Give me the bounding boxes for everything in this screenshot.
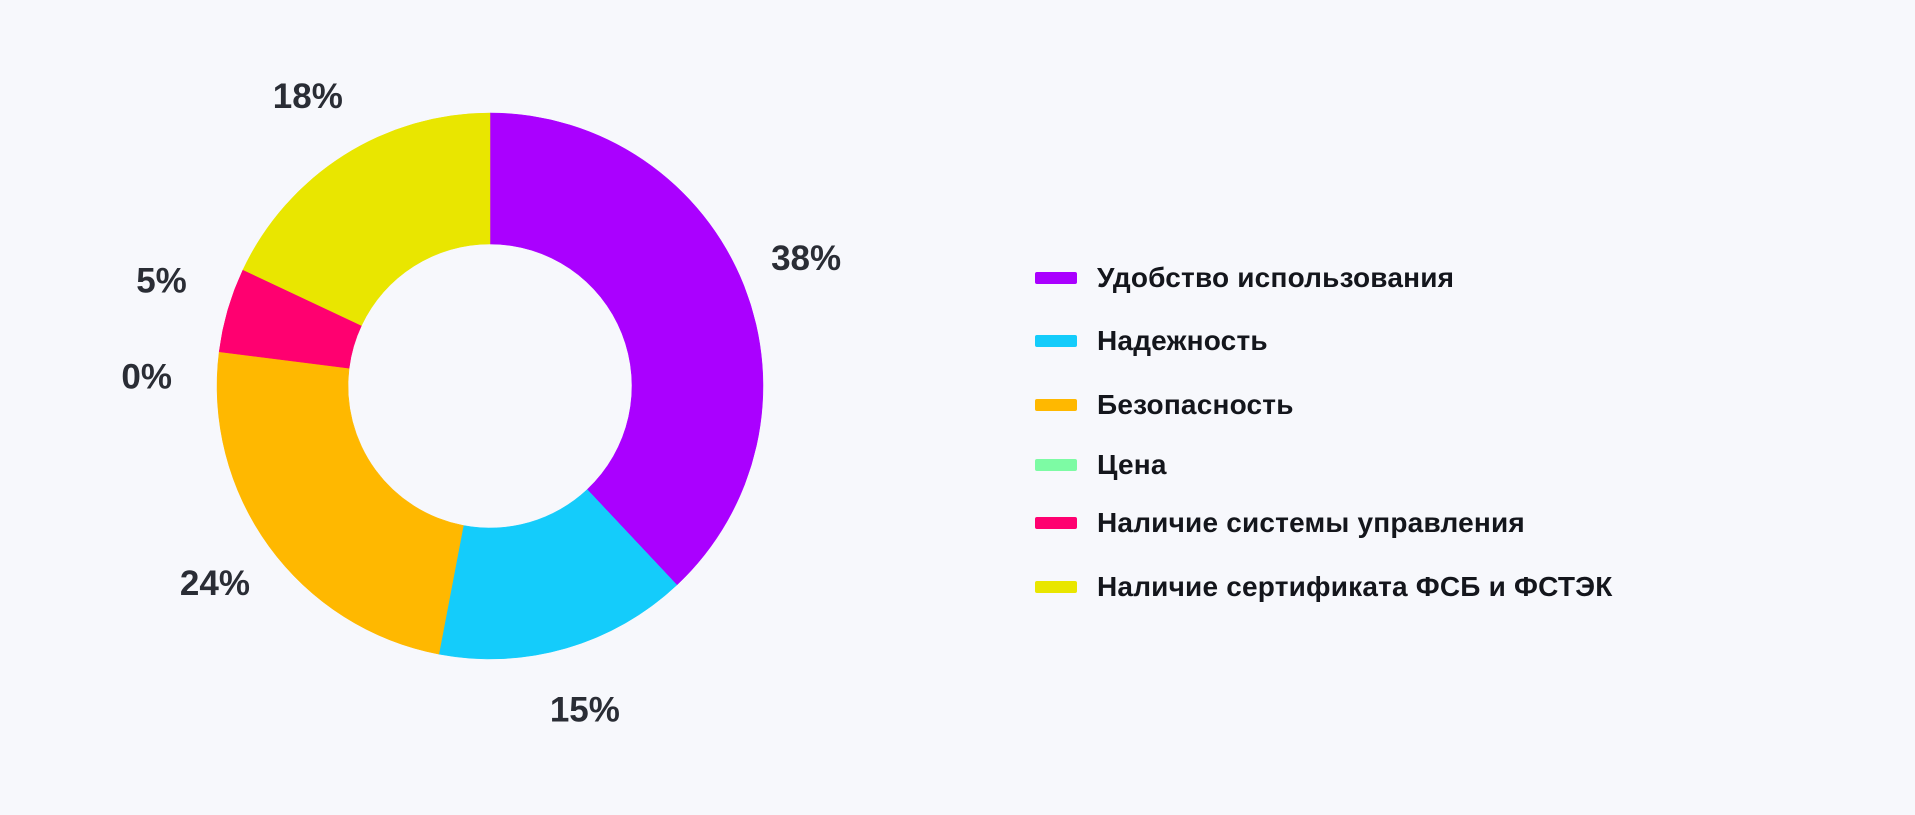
legend-label: Безопасность [1097, 389, 1294, 420]
legend-label: Наличие системы управления [1097, 507, 1525, 538]
legend-item-security: Безопасность [1035, 389, 1294, 421]
donut-slice [438, 489, 678, 660]
legend-swatch [1035, 272, 1077, 284]
legend-label: Наличие сертификата ФСБ и ФСТЭК [1097, 571, 1613, 602]
donut-slice [489, 112, 764, 586]
donut-slice [242, 112, 491, 326]
legend-item-certificate: Наличие сертификата ФСБ и ФСТЭК [1035, 571, 1613, 603]
slice-value-label: 0% [121, 358, 172, 397]
legend-item-reliability: Надежность [1035, 325, 1268, 357]
legend-label: Цена [1097, 449, 1167, 480]
slice-value-label: 24% [180, 564, 250, 603]
slice-value-label: 15% [550, 691, 620, 730]
legend-item-usability: Удобство использования [1035, 262, 1454, 294]
legend-item-management-system: Наличие системы управления [1035, 507, 1525, 539]
legend-swatch [1035, 335, 1077, 347]
slice-value-label: 5% [136, 261, 187, 300]
slice-value-label: 38% [771, 239, 841, 278]
legend-swatch [1035, 517, 1077, 529]
donut-slice [216, 351, 464, 655]
legend-label: Удобство использования [1097, 262, 1455, 293]
legend-swatch [1035, 399, 1077, 411]
legend-swatch [1035, 459, 1077, 471]
legend-swatch [1035, 581, 1077, 593]
legend-item-price: Цена [1035, 449, 1167, 481]
slice-value-label: 18% [273, 77, 343, 116]
legend-label: Надежность [1097, 325, 1268, 356]
